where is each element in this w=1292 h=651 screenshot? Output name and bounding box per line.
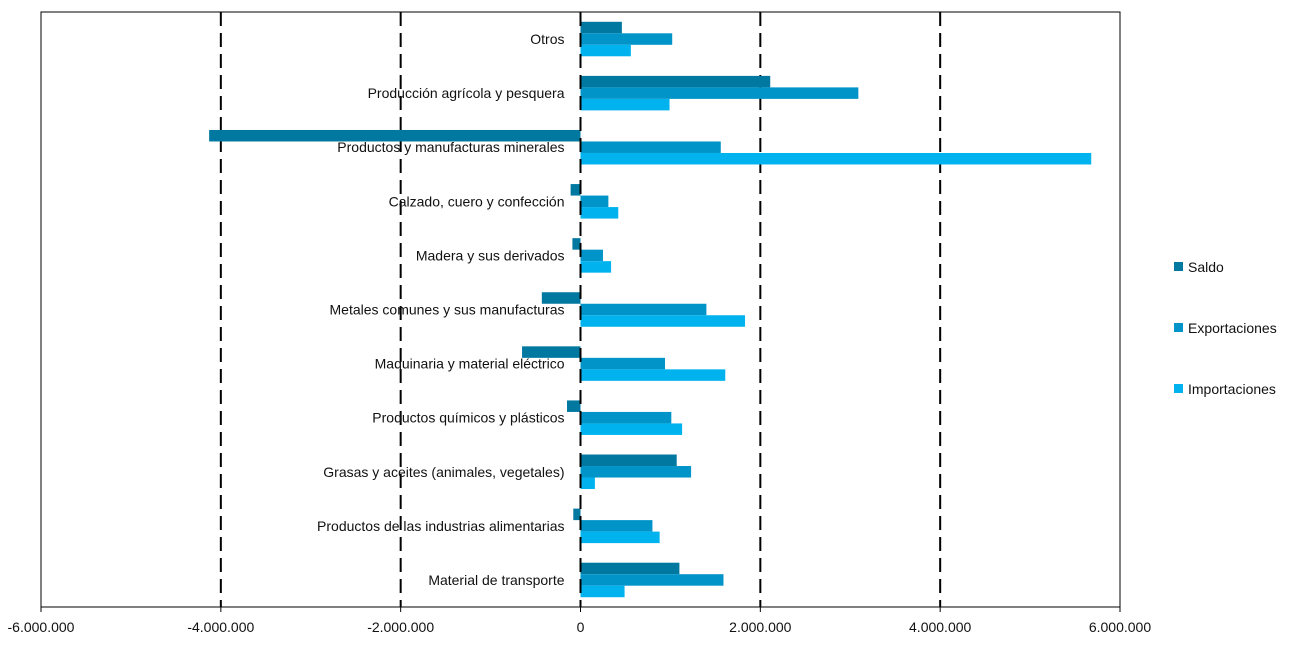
bar-saldo — [209, 129, 581, 142]
category-label: Productos de las industrias alimentarias — [317, 518, 564, 534]
bar-saldo — [572, 238, 581, 250]
legend-swatch-saldo — [1174, 262, 1183, 271]
category-label: Otros — [530, 31, 564, 47]
bar-exportaciones — [580, 249, 603, 262]
bar-exportaciones — [580, 357, 666, 370]
category-label: Maquinaria y material eléctrico — [375, 356, 565, 372]
bar-saldo — [567, 400, 581, 412]
bar-exportaciones — [580, 303, 707, 316]
bar-saldo — [570, 184, 581, 196]
bar-saldo — [541, 292, 581, 304]
bar-exportaciones — [580, 141, 721, 153]
category-label: Producción agrícola y pesquera — [368, 85, 565, 101]
legend-swatch-exportaciones — [1174, 323, 1183, 332]
bar-importaciones — [580, 477, 595, 490]
x-tick-label: 4.000.000 — [909, 619, 971, 635]
bar-importaciones — [580, 207, 619, 219]
bar-saldo — [580, 562, 680, 575]
category-label: Productos y manufacturas minerales — [337, 139, 564, 155]
bar-exportaciones — [580, 466, 692, 478]
category-label: Madera y sus derivados — [416, 247, 565, 263]
grid — [219, 12, 942, 607]
bar-saldo — [522, 346, 581, 358]
bar-exportaciones — [580, 33, 673, 45]
bar-saldo — [580, 21, 622, 34]
bar-importaciones — [580, 369, 726, 381]
bar-importaciones — [580, 531, 660, 544]
x-tick-label: -6.000.000 — [8, 619, 75, 635]
bar-exportaciones — [580, 195, 609, 208]
bar-exportaciones — [580, 574, 724, 586]
bar-exportaciones — [580, 520, 653, 532]
category-label: Grasas y aceites (animales, vegetales) — [323, 464, 564, 480]
bar-importaciones — [580, 423, 683, 435]
legend-swatch-importaciones — [1174, 384, 1183, 393]
bar-importaciones — [580, 261, 612, 273]
bar-saldo — [580, 454, 677, 467]
category-label: Material de transporte — [428, 572, 564, 588]
bar-importaciones — [580, 152, 1092, 165]
category-label: Metales comunes y sus manufacturas — [330, 302, 565, 318]
bar-importaciones — [580, 585, 625, 598]
legend-label-importaciones: Importaciones — [1188, 381, 1276, 397]
x-tick-labels: -6.000.000 -4.000.000 -2.000.000 0 2.000.000… — [8, 619, 1152, 635]
legend: Saldo Exportaciones Importaciones — [1174, 259, 1277, 397]
bar-exportaciones — [580, 87, 859, 99]
bar-importaciones — [580, 315, 746, 327]
x-tick-label: 2.000.000 — [729, 619, 791, 635]
x-tick-label: -2.000.000 — [367, 619, 434, 635]
category-label: Productos químicos y plásticos — [372, 410, 564, 426]
bar-importaciones — [580, 44, 631, 57]
x-tick-label: -4.000.000 — [187, 619, 254, 635]
legend-label-saldo: Saldo — [1188, 259, 1224, 275]
legend-label-exportaciones: Exportaciones — [1188, 320, 1277, 336]
x-tick-label: 6.000.000 — [1089, 619, 1151, 635]
bar-saldo — [580, 75, 771, 88]
axes — [40, 11, 1121, 612]
bar-importaciones — [580, 98, 670, 111]
category-label: Calzado, cuero y confección — [389, 193, 565, 209]
x-tick-label: 0 — [577, 619, 585, 635]
category-labels: Otros Producción agrícola y pesquera Produ… — [317, 31, 565, 588]
bar-exportaciones — [580, 411, 672, 424]
bar-saldo — [573, 508, 581, 521]
bars — [209, 21, 1092, 598]
